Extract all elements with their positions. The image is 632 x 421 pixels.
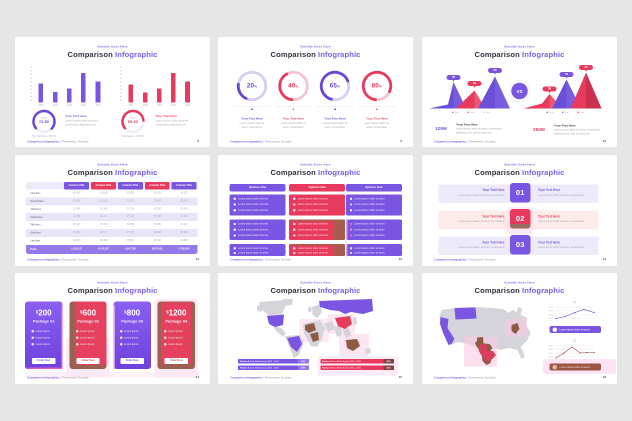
svg-text:VS: VS [516, 89, 522, 94]
